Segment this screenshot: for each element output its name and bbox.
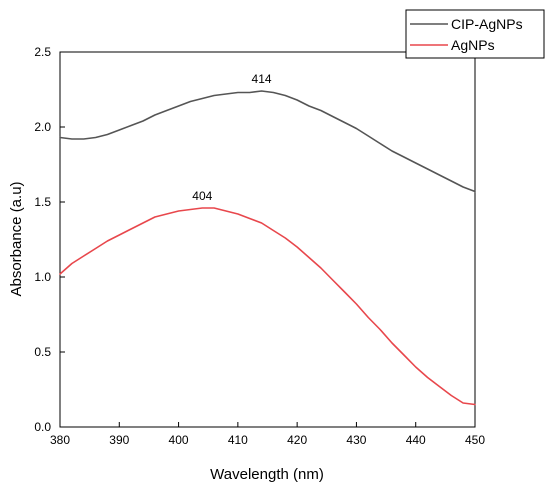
legend-label-cip-agnps: CIP-AgNPs bbox=[451, 16, 523, 32]
annotation-layer: 414 404 bbox=[192, 72, 272, 203]
x-tick-label: 450 bbox=[465, 433, 485, 447]
y-tick-label: 0.5 bbox=[34, 345, 51, 359]
x-tick-label: 410 bbox=[228, 433, 248, 447]
y-tick-label: 2.0 bbox=[34, 120, 51, 134]
x-axis: 380 390 400 410 420 430 440 450 bbox=[50, 422, 485, 447]
x-tick-label: 430 bbox=[346, 433, 366, 447]
plot-frame bbox=[59, 51, 476, 428]
x-tick-label: 420 bbox=[287, 433, 307, 447]
x-tick-label: 380 bbox=[50, 433, 70, 447]
series-layer bbox=[59, 90, 476, 406]
x-axis-title: Wavelength (nm) bbox=[210, 466, 324, 483]
series-line-cip-agnps bbox=[59, 90, 476, 193]
peak-label: 404 bbox=[192, 189, 212, 203]
y-tick-label: 1.5 bbox=[34, 195, 51, 209]
y-tick-label: 0.0 bbox=[34, 420, 51, 434]
y-axis-title: Absorbance (a.u) bbox=[8, 181, 25, 296]
series-line-agnps bbox=[59, 207, 476, 406]
x-tick-label: 440 bbox=[406, 433, 426, 447]
legend-box bbox=[405, 9, 545, 59]
legend-label-agnps: AgNPs bbox=[451, 37, 495, 53]
y-axis: 0.0 0.5 1.0 1.5 2.0 2.5 bbox=[34, 45, 65, 434]
x-tick-label: 400 bbox=[169, 433, 189, 447]
y-tick-label: 2.5 bbox=[34, 45, 51, 59]
x-tick-label: 390 bbox=[109, 433, 129, 447]
y-tick-label: 1.0 bbox=[34, 270, 51, 284]
legend: CIP-AgNPs AgNPs bbox=[405, 9, 545, 59]
peak-label: 414 bbox=[252, 72, 272, 86]
